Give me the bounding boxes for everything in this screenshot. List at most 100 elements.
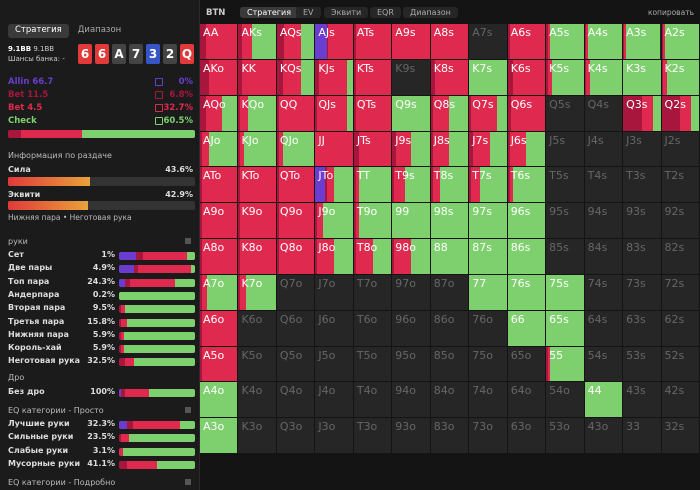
hand-cell[interactable]: 92s: [661, 203, 699, 239]
hand-cell[interactable]: 87o: [430, 274, 469, 310]
hand-cell[interactable]: 64o: [507, 382, 546, 418]
action-filter-icon[interactable]: [155, 91, 163, 99]
hand-cell[interactable]: KTs: [353, 59, 392, 95]
hand-cell[interactable]: T6o: [353, 310, 392, 346]
hand-cell[interactable]: 83s: [623, 239, 661, 274]
hand-cell[interactable]: 93s: [623, 203, 661, 239]
tab-range-grid[interactable]: Диапазон: [403, 7, 458, 18]
hand-cell[interactable]: KQo: [238, 95, 276, 131]
hand-cell[interactable]: 97o: [392, 274, 430, 310]
hands-toggle-icon[interactable]: [185, 238, 191, 244]
hand-cell[interactable]: ATo: [200, 167, 238, 203]
hand-cell[interactable]: A3s: [623, 24, 661, 59]
tab-equity[interactable]: Эквити: [324, 7, 369, 18]
hand-cell[interactable]: KQs: [276, 59, 315, 95]
category-row[interactable]: Две пары 4.9%: [8, 263, 195, 275]
eq-simple-toggle-icon[interactable]: [185, 407, 191, 413]
hand-cell[interactable]: Q4o: [276, 382, 315, 418]
hand-cell[interactable]: 63s: [623, 310, 661, 346]
hand-cell[interactable]: ATs: [353, 24, 392, 59]
hand-cell[interactable]: Q9o: [276, 203, 315, 239]
hand-cell[interactable]: J5o: [315, 346, 353, 382]
hand-cell[interactable]: T4s: [584, 167, 623, 203]
hand-cell[interactable]: AA: [200, 24, 238, 59]
hand-cell[interactable]: T8s: [430, 167, 469, 203]
action-filter-icon[interactable]: [155, 117, 163, 125]
hand-cell[interactable]: KK: [238, 59, 276, 95]
copy-button[interactable]: копировать: [647, 8, 694, 17]
hand-cell[interactable]: Q5o: [276, 346, 315, 382]
hand-cell[interactable]: Q7s: [469, 95, 507, 131]
tab-ev[interactable]: EV: [296, 7, 321, 18]
hand-cell[interactable]: J5s: [546, 131, 584, 167]
hand-cell[interactable]: A6s: [507, 24, 546, 59]
hand-cell[interactable]: QJs: [315, 95, 353, 131]
hand-cell[interactable]: 85s: [546, 239, 584, 274]
hand-cell[interactable]: AJo: [200, 131, 238, 167]
hand-cell[interactable]: Q2s: [661, 95, 699, 131]
hand-cell[interactable]: T3o: [353, 418, 392, 454]
hand-cell[interactable]: AKo: [200, 59, 238, 95]
tab-eqr[interactable]: EQR: [370, 7, 401, 18]
hand-cell[interactable]: K9s: [392, 59, 430, 95]
hand-cell[interactable]: Q3s: [623, 95, 661, 131]
hand-cell[interactable]: AQo: [200, 95, 238, 131]
hand-cell[interactable]: T7s: [469, 167, 507, 203]
hand-cell[interactable]: 76o: [469, 310, 507, 346]
hand-cell[interactable]: A3o: [200, 418, 238, 454]
hand-cell[interactable]: 55: [546, 346, 584, 382]
hand-cell[interactable]: 32s: [661, 418, 699, 454]
hand-cell[interactable]: A8o: [200, 239, 238, 274]
hand-cell[interactable]: A9s: [392, 24, 430, 59]
hand-cell[interactable]: 43s: [623, 382, 661, 418]
hand-cell[interactable]: JTs: [353, 131, 392, 167]
hand-cell[interactable]: T6s: [507, 167, 546, 203]
hand-cell[interactable]: AKs: [238, 24, 276, 59]
hand-cell[interactable]: T8o: [353, 239, 392, 274]
category-row[interactable]: Без дро 100%: [8, 387, 195, 399]
hand-cell[interactable]: 33: [623, 418, 661, 454]
category-row[interactable]: Слабые руки 3.1%: [8, 446, 195, 458]
hand-cell[interactable]: K2s: [661, 59, 699, 95]
hand-cell[interactable]: 54o: [546, 382, 584, 418]
hand-cell[interactable]: A4s: [584, 24, 623, 59]
category-row[interactable]: Сет 1%: [8, 250, 195, 262]
category-row[interactable]: Третья пара 15.8%: [8, 317, 195, 329]
hand-cell[interactable]: 88: [430, 239, 469, 274]
tab-strategy-grid[interactable]: Стратегия: [240, 7, 299, 18]
hand-cell[interactable]: 73o: [469, 418, 507, 454]
category-row[interactable]: Король-хай 5.9%: [8, 343, 195, 355]
hand-cell[interactable]: 42s: [661, 382, 699, 418]
hand-cell[interactable]: 74s: [584, 274, 623, 310]
hand-cell[interactable]: 87s: [469, 239, 507, 274]
hand-cell[interactable]: 96o: [392, 310, 430, 346]
category-row[interactable]: Неготовая рука 32.5%: [8, 356, 195, 368]
hand-cell[interactable]: 77: [469, 274, 507, 310]
hand-cell[interactable]: JTo: [315, 167, 353, 203]
hand-cell[interactable]: AQs: [276, 24, 315, 59]
hand-cell[interactable]: 76s: [507, 274, 546, 310]
action-row[interactable]: Allin 66.7 0%: [8, 77, 195, 88]
hand-cell[interactable]: 43o: [584, 418, 623, 454]
tab-range[interactable]: Диапазон: [77, 25, 122, 35]
hand-cell[interactable]: 65o: [507, 346, 546, 382]
category-row[interactable]: Сильные руки 23.5%: [8, 432, 195, 444]
hand-cell[interactable]: KJs: [315, 59, 353, 95]
hand-cell[interactable]: J3s: [623, 131, 661, 167]
hand-cell[interactable]: 99: [392, 203, 430, 239]
hand-cell[interactable]: 65s: [546, 310, 584, 346]
hand-cell[interactable]: 74o: [469, 382, 507, 418]
action-row[interactable]: Bet 11.5 6.8%: [8, 90, 195, 101]
hand-cell[interactable]: QTo: [276, 167, 315, 203]
hand-cell[interactable]: J6s: [507, 131, 546, 167]
hand-cell[interactable]: K7s: [469, 59, 507, 95]
action-filter-icon[interactable]: [155, 78, 163, 86]
hand-cell[interactable]: J2s: [661, 131, 699, 167]
hand-cell[interactable]: A4o: [200, 382, 238, 418]
hand-cell[interactable]: K9o: [238, 203, 276, 239]
action-filter-icon[interactable]: [155, 104, 163, 112]
hand-cell[interactable]: 53s: [623, 346, 661, 382]
hand-cell[interactable]: 63o: [507, 418, 546, 454]
hand-cell[interactable]: K7o: [238, 274, 276, 310]
hand-cell[interactable]: 66: [507, 310, 546, 346]
